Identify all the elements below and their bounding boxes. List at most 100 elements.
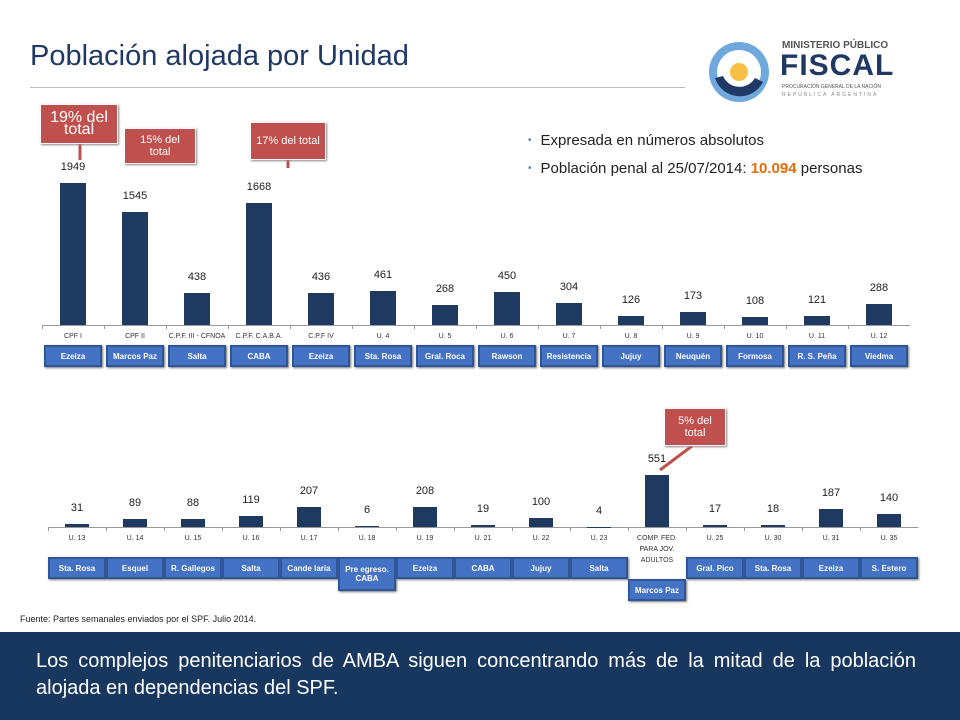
tick (628, 527, 629, 531)
value-label: 438 (187, 271, 207, 284)
tick (48, 527, 49, 531)
x-tick-label: U. 35 (880, 535, 898, 542)
location-box: Salta (222, 557, 280, 579)
x-tick-label: U. 14 (126, 535, 144, 542)
tick (512, 527, 513, 531)
bar (64, 524, 90, 527)
bullet: • Población penal al 25/07/2014: 10.094 p… (528, 160, 862, 177)
bullet-text: personas (796, 160, 863, 177)
logo-text: REPÚBLICA ARGENTINA (782, 92, 879, 98)
x-tick-label: C.P.F. III - CFNOA (168, 333, 226, 340)
tick (396, 527, 397, 531)
tick (166, 325, 167, 329)
callout: 5% del total (664, 408, 726, 446)
value-label: 461 (373, 269, 393, 282)
value-label: 173 (683, 290, 703, 303)
value-label: 18 (766, 503, 780, 516)
location-box: Ezeiza (292, 345, 350, 367)
x-tick-label: U. 21 (474, 535, 492, 542)
bar (470, 525, 496, 527)
location-box: CABA (230, 345, 288, 367)
x-tick-label: U. 9 (686, 333, 700, 340)
tick (290, 325, 291, 329)
bar (555, 302, 582, 325)
x-tick-label: U. 22 (532, 535, 550, 542)
value-label: 4 (595, 504, 603, 517)
bar (702, 525, 728, 527)
x-tick-label: CPF I (64, 333, 82, 340)
value-label: 304 (559, 280, 579, 293)
value-label: 551 (647, 453, 667, 465)
tick (164, 527, 165, 531)
tick (686, 527, 687, 531)
x-tick-label: U. 12 (870, 333, 888, 340)
bullet-dot: • (528, 135, 532, 146)
x-tick-label: U. 30 (764, 535, 782, 542)
tick (802, 527, 803, 531)
source: Fuente: Partes semanales enviados por el… (20, 614, 257, 624)
tick (414, 325, 415, 329)
bar (760, 525, 786, 527)
bullet-text: Población penal al 25/07/2014: (540, 160, 751, 177)
x-tick-label: U. 13 (68, 535, 86, 542)
callout: 19% del total (40, 104, 118, 144)
callout: 15% del total (124, 128, 196, 164)
bar (354, 526, 380, 527)
location-box: Esquel (106, 557, 164, 579)
location-box: Resistencia (540, 345, 598, 367)
value-label: 88 (186, 496, 200, 509)
value-label: 108 (745, 295, 765, 308)
x-tick-label: COMP. FED. PARA JOV. ADULTOS (637, 535, 677, 564)
bullet-text: 10.094 (750, 160, 797, 177)
tick (228, 325, 229, 329)
logo-text: FISCAL (780, 49, 895, 82)
x-tick-label: U. 4 (376, 333, 390, 340)
bar (617, 315, 644, 325)
bar (803, 316, 830, 325)
value-label: 31 (70, 502, 84, 515)
x-tick-label: U. 8 (624, 333, 638, 340)
value-label: 268 (435, 283, 455, 296)
title-rule (30, 87, 685, 88)
location-box: Ezeiza (44, 345, 102, 367)
tick (570, 527, 571, 531)
location-box: Neuquén (664, 345, 722, 367)
location-box: Formosa (726, 345, 784, 367)
value-label: 1668 (246, 181, 272, 194)
bar (296, 507, 322, 527)
tick (538, 325, 539, 329)
value-label: 436 (311, 271, 331, 284)
bar (59, 183, 86, 325)
logo-text: PROCURACIÓN GENERAL DE LA NACIÓN (782, 84, 882, 90)
bullet: • Expresada en números absolutos (528, 132, 764, 149)
value-label: 187 (821, 487, 841, 500)
tick (104, 325, 105, 329)
location-box: Sta. Rosa (744, 557, 802, 579)
tick (724, 325, 725, 329)
tick (352, 325, 353, 329)
value-label: 89 (128, 496, 142, 509)
location-box: Ezeiza (396, 557, 454, 579)
baseline (48, 527, 918, 528)
location-box: Sta. Rosa (354, 345, 412, 367)
x-tick-label: U. 15 (184, 535, 202, 542)
location-box: Marcos Paz (628, 579, 686, 601)
location-box: Pre egreso. CABA (338, 557, 396, 591)
value-label: 19 (476, 503, 490, 516)
footer-band (0, 632, 960, 720)
location-box: Cande laria (280, 557, 338, 579)
bar (865, 304, 892, 325)
bar (679, 312, 706, 325)
x-tick-label: C.P.F IV (308, 333, 334, 340)
bar (431, 305, 458, 325)
bullet-text: Expresada en números absolutos (540, 132, 764, 149)
value-label: 121 (807, 294, 827, 307)
location-box: Ezeiza (802, 557, 860, 579)
logo-text: MINISTERIO PÚBLICO (782, 40, 889, 51)
location-box: Jujuy (602, 345, 660, 367)
value-label: 207 (299, 485, 319, 498)
x-tick-label: U. 18 (358, 535, 376, 542)
x-tick-label: U. 7 (562, 333, 576, 340)
location-box: Gral. Pico (686, 557, 744, 579)
x-tick-label: U. 16 (242, 535, 260, 542)
